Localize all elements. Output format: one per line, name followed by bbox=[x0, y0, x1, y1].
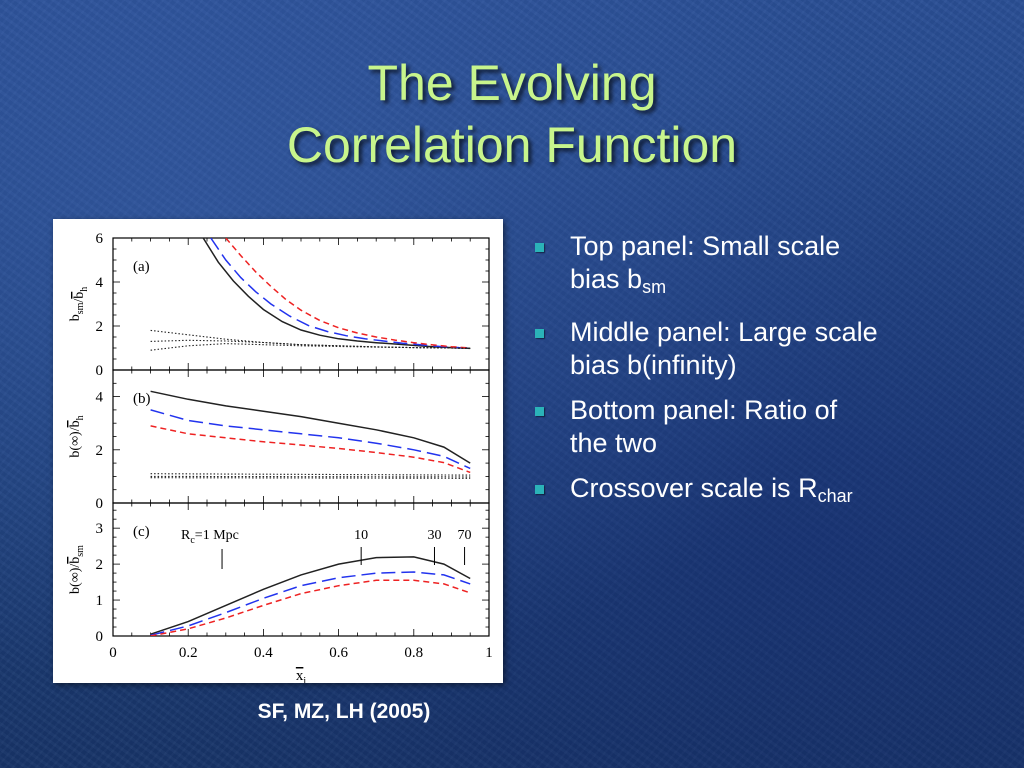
x-tick-label: 0 bbox=[109, 645, 117, 661]
bullet-subscript: char bbox=[817, 486, 853, 506]
annotation-label: 10 bbox=[354, 528, 368, 543]
annotation-label: 30 bbox=[427, 528, 441, 543]
chart-svg: 0 2 4 6 (a) bsm/bh 0 2 4 (b) b(∞)/bh 0 1 2 3 (c) b(∞)/bs… bbox=[68, 231, 493, 683]
y-tick-label: 4 bbox=[96, 390, 104, 406]
series-line-dotted bbox=[150, 339, 471, 349]
series-line-solid bbox=[202, 238, 471, 350]
panel-label: (a) bbox=[133, 259, 150, 275]
bullet-marker-icon bbox=[535, 329, 544, 338]
x-tick-label: 1 bbox=[485, 645, 493, 661]
series-line-dotted bbox=[150, 343, 471, 351]
panel-1: 0 2 4 6 (a) bsm/bh bbox=[68, 231, 490, 379]
bullet-text-cont: bias b(infinity) bbox=[570, 350, 737, 380]
title-line-1: The Evolving bbox=[367, 55, 657, 111]
annotation-rc: Rc=1 Mpc bbox=[181, 528, 239, 546]
series-line-longdash bbox=[210, 238, 471, 349]
series-line-shortdash bbox=[225, 238, 471, 349]
bullet-item: Middle panel: Large scale bias b(infinit… bbox=[533, 316, 1003, 382]
y-tick-label: 1 bbox=[96, 593, 104, 609]
y-axis-label: b(∞)/bsm bbox=[68, 545, 86, 594]
y-tick-label: 0 bbox=[96, 496, 104, 512]
panel-label: (b) bbox=[133, 391, 151, 407]
x-tick-label: 0.8 bbox=[404, 645, 423, 661]
y-tick-label: 2 bbox=[96, 319, 104, 335]
bullet-marker-icon bbox=[535, 485, 544, 494]
series-line-longdash bbox=[150, 571, 471, 636]
panel-frame bbox=[112, 502, 490, 637]
bullet-text: Crossover scale is R bbox=[570, 473, 818, 503]
bullet-item: Bottom panel: Ratio of the two bbox=[533, 394, 1003, 460]
series-line-dotted bbox=[150, 477, 471, 479]
bullet-marker-icon bbox=[535, 243, 544, 252]
bullet-list: Top panel: Small scale bias bsm Middle p… bbox=[533, 230, 1003, 525]
series-line-longdash bbox=[150, 409, 471, 470]
annotation-label: 70 bbox=[458, 528, 472, 543]
bullet-item: Crossover scale is Rchar bbox=[533, 472, 1003, 513]
figure-caption: SF, MZ, LH (2005) bbox=[257, 700, 431, 723]
figure-panels: 0 2 4 6 (a) bsm/bh 0 2 4 (b) b(∞)/bh 0 1 2 3 (c) b(∞)/bs… bbox=[53, 219, 503, 683]
panel-frame bbox=[112, 369, 490, 504]
title-line-2: Correlation Function bbox=[286, 117, 738, 173]
x-tick-label: 0.6 bbox=[329, 645, 348, 661]
bullet-text: Middle panel: Large scale bbox=[570, 317, 878, 347]
bullet-text-cont: bias b bbox=[570, 264, 643, 294]
y-tick-label: 0 bbox=[96, 363, 104, 379]
bullet-marker-icon bbox=[535, 407, 544, 416]
y-tick-label: 3 bbox=[96, 521, 104, 537]
series-line-shortdash bbox=[150, 579, 471, 636]
bullet-item: Top panel: Small scale bias bsm bbox=[533, 230, 1003, 304]
series-line-solid bbox=[150, 390, 471, 464]
series-line-dotted bbox=[150, 473, 471, 476]
x-axis-label: xi bbox=[296, 668, 307, 683]
series-line-dotted bbox=[150, 475, 471, 478]
bullet-text: Top panel: Small scale bbox=[570, 231, 841, 261]
bullet-text-cont: the two bbox=[570, 428, 658, 458]
x-tick-label: 0.4 bbox=[254, 645, 273, 661]
series-line-shortdash bbox=[150, 425, 471, 474]
x-tick-label: 0.2 bbox=[179, 645, 198, 661]
y-axis-label: bsm/bh bbox=[68, 287, 90, 322]
y-tick-label: 4 bbox=[96, 275, 104, 291]
bullet-text: Bottom panel: Ratio of bbox=[570, 395, 838, 425]
panel-frame bbox=[112, 237, 490, 371]
y-axis-label: b(∞)/bh bbox=[68, 415, 86, 457]
slide-title: The Evolving Correlation Function bbox=[0, 52, 1024, 176]
bullet-subscript: sm bbox=[642, 277, 667, 297]
panel-label: (c) bbox=[133, 524, 150, 540]
series-line-solid bbox=[150, 556, 471, 635]
y-tick-label: 2 bbox=[96, 443, 104, 459]
panel-3: 0 1 2 3 (c) b(∞)/bsm 0 0.2 0.4 0.6 0.8 1 xi Rc=1 Mpc 1… bbox=[68, 502, 493, 683]
y-tick-label: 0 bbox=[96, 629, 104, 645]
y-tick-label: 2 bbox=[96, 557, 104, 573]
panel-2: 0 2 4 (b) b(∞)/bh bbox=[68, 369, 490, 512]
series-line-dotted bbox=[150, 329, 471, 349]
y-tick-label: 6 bbox=[96, 231, 104, 247]
